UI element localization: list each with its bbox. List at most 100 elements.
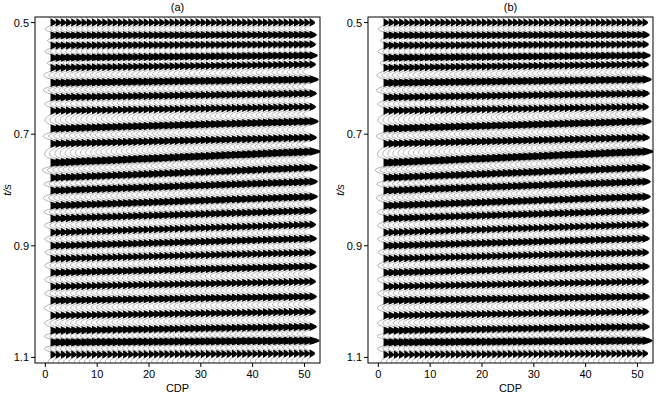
y-tick-label: 0.9 [347, 240, 362, 252]
reflection-event [384, 51, 651, 62]
reflection-event [384, 103, 649, 115]
reflection-event [384, 292, 650, 304]
reflection-event [51, 193, 318, 210]
y-tick [364, 22, 368, 23]
reflection-event [51, 89, 317, 101]
reflection-event [384, 220, 649, 236]
y-tick-label: 0.5 [14, 17, 29, 29]
x-tick-label: 20 [476, 368, 488, 380]
frame [368, 17, 653, 363]
x-tick-label: 50 [298, 368, 310, 380]
reflection-event [51, 51, 318, 62]
x-tick-label: 10 [91, 368, 103, 380]
x-tick-label: 10 [424, 368, 436, 380]
figure: 010203040500.50.70.91.1(a)CDPt/s01020304… [0, 0, 663, 399]
reflection-event [51, 103, 316, 115]
reflection-event [51, 40, 316, 49]
panel: 010203040500.50.70.91.1(b)CDPt/s [334, 1, 653, 394]
reflection-event [384, 193, 651, 210]
reflection-event [51, 323, 317, 335]
y-tick-label: 1.1 [14, 351, 29, 363]
x-tick-label: 40 [247, 368, 259, 380]
reflection-event [384, 323, 650, 335]
reflection-event [384, 177, 651, 194]
x-tick [252, 363, 253, 367]
y-tick [364, 245, 368, 246]
title: (b) [504, 1, 517, 13]
reflection-event [51, 163, 318, 181]
y-tick-label: 0.9 [14, 240, 29, 252]
x-axis-label: CDP [166, 382, 189, 394]
y-tick [31, 245, 35, 246]
reflection-event [51, 147, 320, 167]
y-tick [31, 357, 35, 358]
reflection-event [51, 18, 315, 26]
reflection-event [51, 60, 316, 72]
x-tick [533, 363, 534, 367]
y-tick-label: 1.1 [347, 351, 362, 363]
x-tick [482, 363, 483, 367]
reflection-event [51, 206, 317, 222]
reflection-event [51, 336, 320, 346]
reflection-event [51, 262, 317, 277]
reflection-event [384, 307, 649, 319]
reflection-event [51, 133, 317, 148]
x-tick-label: 30 [528, 368, 540, 380]
x-tick-label: 40 [580, 368, 592, 380]
reflection-event [51, 220, 316, 236]
x-tick [378, 363, 379, 367]
reflection-event [51, 349, 315, 358]
title: (a) [171, 1, 184, 13]
reflection-event [384, 248, 649, 263]
y-tick-label: 0.7 [347, 128, 362, 140]
reflection-event [384, 206, 650, 222]
x-tick-label: 20 [143, 368, 155, 380]
frame [35, 17, 320, 363]
y-tick [364, 134, 368, 135]
y-tick [31, 22, 35, 23]
reflection-event [51, 248, 316, 263]
y-axis-label: t/s [1, 184, 13, 196]
y-tick-label: 0.5 [347, 17, 362, 29]
x-tick-label: 50 [631, 368, 643, 380]
reflection-event [384, 147, 653, 167]
x-tick [149, 363, 150, 367]
panel: 0 10 20 30 40 50 0.5 0.7 0.9 1.1 (a) CDP t/s [1, 1, 320, 394]
x-tick [97, 363, 98, 367]
x-tick [304, 363, 305, 367]
x-tick [200, 363, 201, 367]
plot-area [42, 17, 320, 363]
reflection-event [384, 89, 650, 101]
reflection-event [51, 234, 317, 250]
x-tick-label: 30 [195, 368, 207, 380]
reflection-event [384, 262, 650, 277]
reflection-event [384, 75, 652, 87]
reflection-event [384, 349, 648, 358]
reflection-event [384, 277, 649, 290]
reflection-event [51, 75, 319, 87]
y-tick [364, 357, 368, 358]
x-tick [45, 363, 46, 367]
reflection-event [51, 117, 319, 133]
reflection-event [384, 336, 653, 346]
reflection-event [384, 163, 651, 181]
reflection-event [384, 117, 652, 133]
reflection-event [51, 307, 316, 319]
x-tick [430, 363, 431, 367]
plot-area [375, 17, 653, 363]
x-axis-label: CDP [499, 382, 522, 394]
y-tick-label: 0.7 [14, 128, 29, 140]
reflection-event [51, 31, 317, 40]
reflection-event [384, 31, 650, 40]
reflection-event [384, 60, 649, 72]
reflection-event [384, 234, 650, 250]
reflection-event [51, 277, 316, 290]
x-tick [637, 363, 638, 367]
x-tick-label: 0 [42, 368, 48, 380]
y-tick [31, 134, 35, 135]
reflection-event [384, 40, 649, 49]
y-axis-label: t/s [334, 184, 346, 196]
reflection-event [51, 292, 317, 304]
reflection-event [384, 18, 648, 26]
reflection-event [384, 133, 650, 148]
